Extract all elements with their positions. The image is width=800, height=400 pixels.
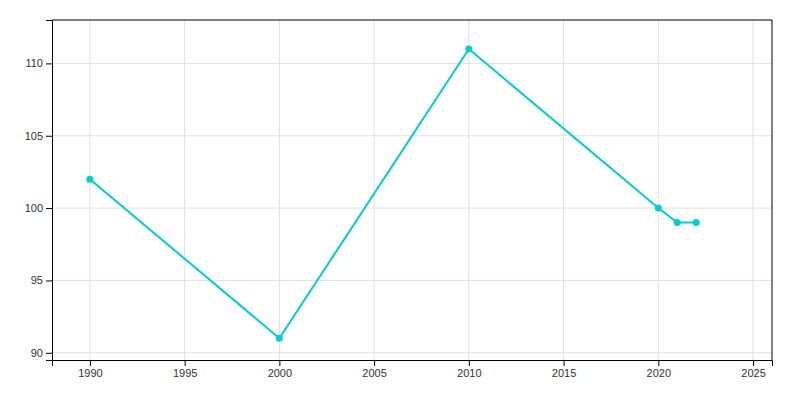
y-tick-label: 100: [25, 202, 43, 214]
point: [465, 45, 472, 52]
point: [276, 335, 283, 342]
y-tick: 90: [31, 347, 52, 359]
x-tick: 1990: [78, 360, 102, 379]
y-tick-mark: [46, 208, 52, 209]
x-tick-label: 2025: [741, 367, 765, 379]
x-tick-mark: [279, 360, 280, 366]
grid-line-x: [279, 20, 280, 360]
grid-line-y: [52, 280, 772, 281]
x-tick-label: 1990: [78, 367, 102, 379]
y-tick: 110: [25, 57, 52, 69]
x-tick-label: 2000: [268, 367, 292, 379]
x-tick-mark: [564, 360, 565, 366]
x-tick-label: 2020: [647, 367, 671, 379]
x-tick: 2005: [362, 360, 386, 379]
y-tick-label: 105: [25, 130, 43, 142]
x-tick-label: 2010: [457, 367, 481, 379]
x-tick: 2020: [647, 360, 671, 379]
x-tick: 2010: [457, 360, 481, 379]
x-axis-line: [53, 361, 773, 367]
grid-line-y: [52, 208, 772, 209]
grid: [52, 20, 772, 360]
x-tick-label: 2005: [362, 367, 386, 379]
x-tick-mark: [753, 360, 754, 366]
line: [90, 49, 696, 338]
grid-line-x: [89, 20, 90, 360]
x-tick: 1995: [173, 360, 197, 379]
plot-area: 1990 1995 2000 2005 2010 2015 2020 2025 90 95 100 1…: [25, 20, 773, 379]
x-tick-mark: [658, 360, 659, 366]
grid-line-x: [563, 20, 564, 360]
point: [86, 176, 93, 183]
frame-right: [772, 20, 773, 360]
x-axis: 1990 1995 2000 2005 2010 2015 2020 2025: [53, 360, 773, 379]
y-axis-line: [46, 21, 53, 361]
y-tick-mark: [46, 280, 52, 281]
grid-line-y: [52, 63, 772, 64]
x-tick-mark: [469, 360, 470, 366]
y-tick: 95: [31, 274, 52, 286]
y-tick-mark: [46, 63, 52, 64]
x-tick-mark: [374, 360, 375, 366]
marks: [86, 45, 699, 341]
point: [693, 219, 700, 226]
grid-line-y: [52, 352, 772, 353]
point: [674, 219, 681, 226]
y-tick-mark: [46, 136, 52, 137]
x-tick: 2015: [552, 360, 576, 379]
grid-line-x: [374, 20, 375, 360]
grid-line-x: [184, 20, 185, 360]
grid-line-x: [468, 20, 469, 360]
point: [655, 205, 662, 212]
y-tick-label: 110: [25, 57, 43, 69]
y-tick: 100: [25, 202, 52, 214]
x-tick: 2025: [741, 360, 765, 379]
y-tick-label: 90: [31, 347, 43, 359]
grid-line-x: [753, 20, 754, 360]
frame-top: [52, 20, 772, 21]
chart: 1990 1995 2000 2005 2010 2015 2020 2025 90 95 100 1…: [0, 0, 800, 400]
x-tick: 2000: [268, 360, 292, 379]
y-tick: 105: [25, 130, 52, 142]
x-tick-label: 2015: [552, 367, 576, 379]
grid-line-x: [658, 20, 659, 360]
y-tick-label: 95: [31, 274, 43, 286]
x-tick-mark: [185, 360, 186, 366]
y-tick-mark: [46, 353, 52, 354]
y-axis: 90 95 100 105 110: [25, 21, 53, 361]
x-tick-label: 1995: [173, 367, 197, 379]
x-tick-mark: [90, 360, 91, 366]
